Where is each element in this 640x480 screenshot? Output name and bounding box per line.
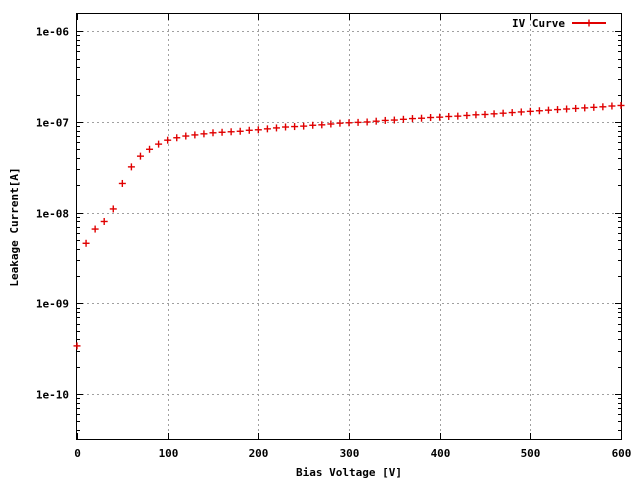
data-point [535,107,543,115]
x-tick-label: 400 [431,447,451,460]
data-point [608,102,616,110]
data-point [100,217,108,225]
data-point [82,239,90,247]
y-tick-label: 1e-10 [36,389,69,402]
data-point [526,107,534,115]
data-point [544,106,552,114]
data-point [182,132,190,140]
data-point [590,103,598,111]
data-point [118,179,126,187]
data-point [136,152,144,160]
data-point [481,110,489,118]
data-point [399,115,407,123]
data-point [345,119,353,127]
x-tick-label: 200 [249,447,269,460]
data-point [517,108,525,116]
data-point [245,126,253,134]
data-point [218,128,226,136]
data-point [572,104,580,112]
y-tick-label: 1e-08 [36,208,69,221]
data-point [427,114,435,122]
data-point [146,145,154,153]
y-axis-label: Leakage Current[A] [8,167,21,286]
data-point [508,109,516,117]
x-tick-label: 600 [612,447,632,460]
legend-marker [585,19,593,27]
data-point [408,115,416,123]
data-point [381,116,389,124]
data-point [563,105,571,113]
data-point [282,123,290,131]
data-point [490,110,498,118]
x-axis-label: Bias Voltage [V] [296,466,402,479]
data-point [336,119,344,127]
data-point [581,104,589,112]
data-point [164,136,172,144]
legend-label: IV Curve [512,17,565,30]
legend: IV Curve [512,17,606,30]
data-point [191,131,199,139]
data-point [318,121,326,129]
data-point [254,126,262,134]
x-axis: 0 100 200 300 400 500 600 [74,14,631,460]
data-point [300,122,308,130]
data-point [272,124,280,132]
data-point [200,130,208,138]
data-point [617,101,625,109]
data-point [599,103,607,111]
plot-frame [76,13,622,440]
x-tick-label: 100 [159,447,179,460]
data-point [291,123,299,131]
data-point [91,225,99,233]
data-point [390,116,398,124]
data-point [354,118,362,126]
data-point [463,111,471,119]
data-point [445,112,453,120]
data-point [155,140,163,148]
x-tick-label: 500 [521,447,541,460]
data-point [263,125,271,133]
data-point [472,111,480,119]
data-point [418,114,426,122]
data-point [73,342,81,350]
data-points [73,101,625,350]
data-point [499,109,507,117]
data-point [309,121,317,129]
x-tick-label: 0 [74,447,81,460]
grid [77,14,621,439]
data-point [173,134,181,142]
data-point [127,163,135,171]
x-tick-label: 300 [340,447,360,460]
y-tick-label: 1e-09 [36,298,69,311]
data-point [454,112,462,120]
data-point [363,118,371,126]
data-point [554,106,562,114]
data-point [327,120,335,128]
y-tick-label: 1e-07 [36,117,69,130]
data-point [236,127,244,135]
y-tick-label: 1e-06 [36,26,69,39]
data-point [227,128,235,136]
data-point [109,205,117,213]
data-point [372,117,380,125]
data-point [209,129,217,137]
y-axis: 1e-10 1e-09 1e-08 1e-07 1e-06 [36,26,621,431]
legend-plus-marker [585,19,593,27]
data-point [436,113,444,121]
